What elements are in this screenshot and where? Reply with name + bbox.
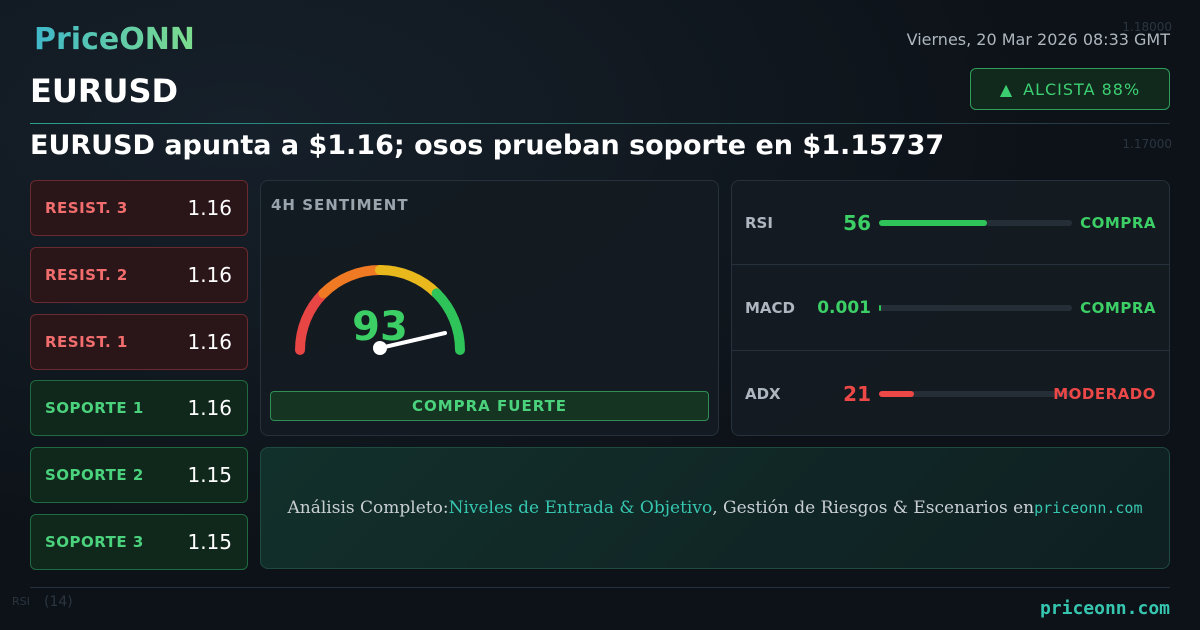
footer-link[interactable]: priceonn.com	[1039, 598, 1170, 619]
indicator-row: RSI 56 COMPRA	[731, 180, 1170, 265]
brand-logo: PriceONN	[34, 22, 195, 57]
indicator-track	[879, 219, 1072, 226]
level-row: RESIST. 1 1.16	[30, 314, 248, 370]
bg-indicator-period: (14)	[44, 594, 73, 610]
level-row: SOPORTE 2 1.15	[30, 447, 248, 503]
indicator-value: 21	[843, 381, 871, 406]
row-separator	[732, 350, 1169, 351]
indicator-signal: COMPRA	[1080, 213, 1156, 232]
indicator-name: MACD	[745, 298, 795, 317]
gauge-segment	[318, 264, 385, 299]
sentiment-title: 4H SENTIMENT	[271, 196, 409, 214]
badge-arrow: ▲	[999, 79, 1014, 99]
gauge-score: 93	[352, 304, 408, 350]
gauge-hub	[373, 341, 387, 355]
level-row: RESIST. 3 1.16	[30, 180, 248, 236]
indicator-value: 56	[843, 210, 871, 235]
cta-banner: Análisis Completo: Niveles de Entrada & …	[260, 447, 1170, 569]
sentiment-verdict: COMPRA FUERTE	[270, 391, 709, 421]
gauge-segment	[431, 288, 466, 355]
bg-price-label: 1.17000	[1122, 137, 1172, 151]
banner-text: Análisis Completo:	[287, 498, 449, 518]
indicator-value: 0.001	[817, 297, 871, 318]
indicator-row: MACD 0.001 COMPRA	[731, 265, 1170, 350]
banner-highlight: Niveles de Entrada & Objetivo	[448, 498, 713, 518]
level-value: 1.16	[187, 196, 232, 220]
indicator-fill	[879, 390, 914, 397]
row-separator	[732, 264, 1169, 265]
level-value: 1.15	[187, 463, 232, 487]
banner-link[interactable]: priceonn.com	[1034, 499, 1143, 517]
gauge-segment	[375, 264, 442, 299]
level-label: SOPORTE 2	[45, 466, 144, 484]
indicator-row: ADX 21 MODERADO	[731, 351, 1170, 436]
level-value: 1.16	[187, 330, 232, 354]
symbol: EURUSD	[30, 72, 179, 110]
level-label: RESIST. 3	[45, 199, 128, 217]
headline: EURUSD apunta a $1.16; osos prueban sopo…	[30, 130, 945, 161]
badge-label: ALCISTA 88%	[1023, 79, 1141, 99]
date: Viernes, 20 Mar 2026 08:33 GMT	[906, 30, 1170, 49]
indicator-signal: MODERADO	[1053, 384, 1156, 403]
level-label: RESIST. 2	[45, 266, 128, 284]
level-label: SOPORTE 3	[45, 533, 144, 551]
indicator-name: RSI	[745, 213, 773, 232]
indicator-fill	[879, 304, 881, 311]
indicator-track	[879, 304, 1072, 311]
indicator-name: ADX	[745, 384, 781, 403]
level-value: 1.16	[187, 263, 232, 287]
divider	[30, 123, 1170, 124]
level-value: 1.15	[187, 530, 232, 554]
indicator-fill	[879, 219, 988, 226]
gauge-needle	[378, 331, 447, 350]
level-label: RESIST. 1	[45, 333, 128, 351]
gauge-segment	[294, 288, 329, 355]
indicator-signal: COMPRA	[1080, 298, 1156, 317]
banner-text: , Gestión de Riesgos & Escenarios en	[712, 498, 1035, 518]
level-label: SOPORTE 1	[45, 399, 144, 417]
level-row: SOPORTE 3 1.15	[30, 514, 248, 570]
gauge: 93	[294, 264, 466, 355]
level-row: SOPORTE 1 1.16	[30, 380, 248, 436]
bg-price-label: 1.18000	[1122, 20, 1172, 34]
level-row: RESIST. 2 1.16	[30, 247, 248, 303]
bg-indicator-label: RSI	[12, 595, 30, 608]
level-value: 1.16	[187, 396, 232, 420]
footer-divider	[30, 587, 1170, 588]
indicator-track	[879, 390, 1072, 397]
trend-badge: ▲ ALCISTA 88%	[970, 68, 1170, 110]
